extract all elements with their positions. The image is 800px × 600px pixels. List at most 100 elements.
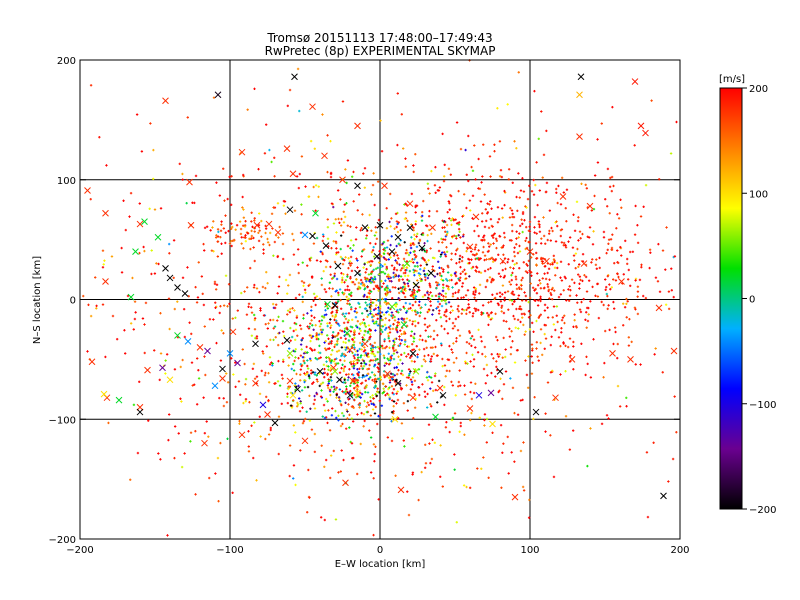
plus-marker [301,300,304,304]
plus-marker [420,248,424,252]
plus-marker [580,300,583,304]
plus-marker [598,256,601,260]
plus-marker [414,297,417,300]
plus-marker [390,311,394,314]
plus-marker [257,224,261,227]
plus-marker [545,129,548,133]
plus-marker [128,215,131,218]
plus-marker [356,209,359,212]
plus-marker [379,317,382,320]
plus-marker [300,364,303,368]
plus-marker [488,203,491,206]
plus-marker [493,232,496,235]
plus-marker [451,351,454,354]
plus-marker [372,352,375,355]
plus-marker [489,300,493,303]
plus-marker [190,361,194,364]
plus-marker [573,319,576,322]
plus-marker [397,417,400,420]
plus-marker [549,239,552,242]
x-marker [316,367,324,375]
plus-marker [611,278,615,281]
plus-marker [281,257,285,261]
plus-marker [253,328,257,331]
plus-marker [443,163,446,167]
plus-marker [373,373,376,376]
plus-marker [405,384,408,387]
plus-marker [564,414,568,418]
plus-marker [297,397,301,400]
plus-marker [442,286,445,289]
plus-marker [444,426,448,429]
plus-marker [363,293,366,297]
plus-marker [463,384,466,387]
plus-marker [326,373,329,377]
plus-marker [355,472,359,476]
plus-marker [400,422,404,425]
plus-marker [353,283,357,286]
plus-marker [595,258,598,261]
plus-marker [418,314,421,318]
plus-marker [376,366,379,369]
plus-marker [224,214,227,217]
plus-marker [333,358,337,361]
plus-marker [537,137,540,141]
plus-marker [563,321,566,325]
plus-marker [548,209,552,212]
x-marker [532,408,540,416]
plus-marker [103,259,106,262]
plus-marker [388,379,392,382]
x-marker [186,178,193,186]
plus-marker [129,322,133,325]
plus-marker [403,338,407,342]
plus-marker [410,359,414,363]
plus-marker [277,359,280,363]
plus-marker [426,291,429,294]
plus-marker [580,182,583,186]
plus-marker [332,205,335,209]
plus-marker [564,244,567,247]
plus-marker [395,402,398,405]
plus-marker [323,416,327,420]
plus-marker [132,403,136,407]
plus-marker [332,222,336,225]
plus-marker [150,249,153,252]
plus-marker [186,266,189,269]
plus-marker [430,405,433,408]
plus-marker [302,352,306,355]
plus-marker [636,224,639,227]
plus-marker [564,277,567,280]
x-marker [291,73,298,81]
plus-marker [330,385,333,389]
plus-marker [520,278,523,282]
plus-marker [360,354,363,357]
plus-marker [394,348,398,352]
plus-marker [501,284,505,287]
plus-marker [585,290,589,293]
plus-marker [350,291,353,294]
plus-marker [462,241,465,245]
plus-marker [319,322,323,326]
plus-marker [89,84,93,87]
plus-marker [457,227,461,231]
plus-marker [502,253,505,256]
plus-marker [252,362,256,366]
plus-marker [340,403,343,407]
plus-marker [215,181,218,184]
plus-marker [457,223,461,226]
plus-marker [440,237,443,241]
plus-marker [415,261,419,264]
plus-marker [436,333,439,337]
y-tick-label: 0 [70,296,76,307]
plus-marker [299,343,303,346]
plus-marker [347,376,350,379]
plus-marker [360,362,363,365]
plus-marker [376,358,379,361]
plus-marker [273,175,276,178]
plus-marker [340,329,344,333]
plus-marker [420,210,424,214]
plus-marker [521,230,524,234]
plus-marker [589,300,592,303]
plus-marker [349,247,352,250]
plus-marker [568,236,572,239]
